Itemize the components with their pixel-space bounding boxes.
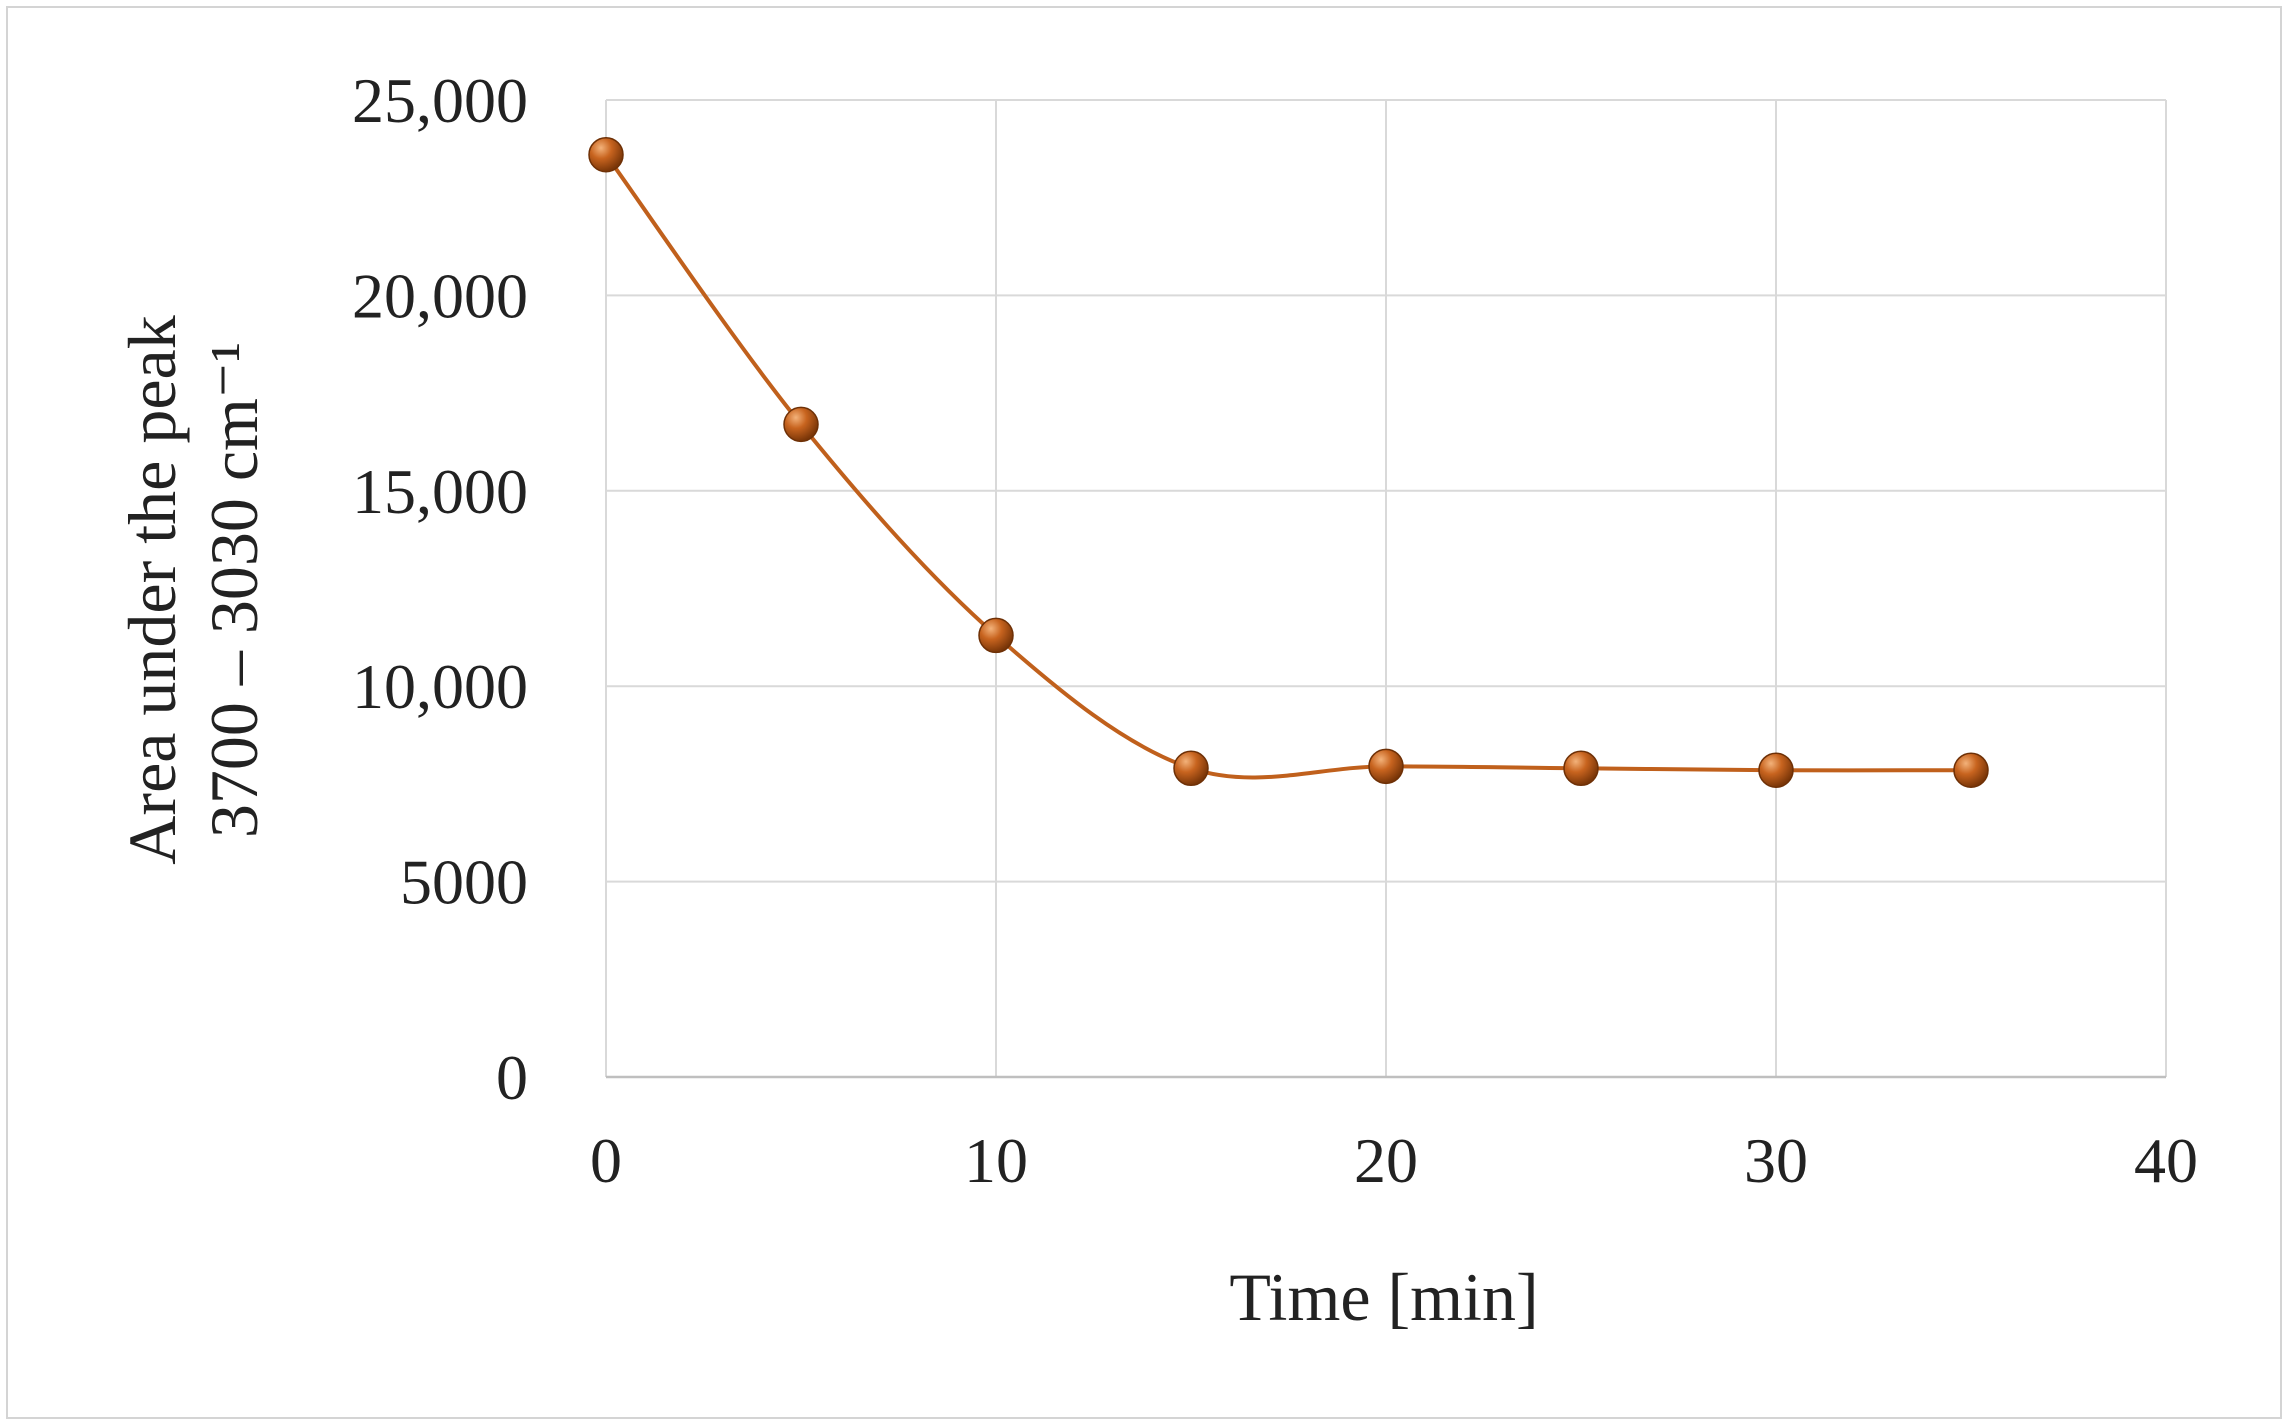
y-tick-label: 25,000: [352, 65, 528, 136]
data-point-marker: [1173, 750, 1209, 787]
y-tick-label: 15,000: [352, 456, 528, 527]
y-axis-title: Area under the peak 3700 – 3030 cm⁻¹: [114, 315, 272, 864]
y-axis-title-line-2: 3700 – 3030 cm⁻¹: [196, 342, 272, 838]
data-point-marker: [978, 617, 1014, 654]
y-axis-title-line-1: Area under the peak: [114, 315, 190, 864]
y-tick-label: 10,000: [352, 651, 528, 722]
data-point-marker: [1758, 752, 1794, 788]
tick-labels: 0 5000 10,000 15,000 20,000 25,000 0 10 20 30 40: [352, 65, 2198, 1196]
x-axis-title: Time [min]: [1229, 1259, 1538, 1335]
x-tick-label: 30: [1744, 1125, 1808, 1196]
x-tick-label: 0: [590, 1125, 622, 1196]
markers-layer: [588, 136, 1989, 788]
x-tick-label: 20: [1354, 1125, 1418, 1196]
data-point-marker: [783, 406, 819, 443]
series-layer: [604, 153, 1972, 780]
data-point-marker: [1563, 750, 1599, 787]
data-point-marker: [1953, 752, 1989, 788]
y-tick-label: 5000: [400, 847, 528, 918]
gridlines: [605, 99, 2167, 1077]
data-point-marker: [588, 136, 624, 173]
y-tick-label: 0: [496, 1042, 528, 1113]
y-tick-label: 20,000: [352, 260, 528, 331]
data-point-marker: [1368, 748, 1404, 785]
series-line: [604, 153, 1972, 780]
x-tick-label: 10: [964, 1125, 1028, 1196]
chart-frame: [6, 6, 2282, 1419]
x-tick-label: 40: [2134, 1125, 2198, 1196]
